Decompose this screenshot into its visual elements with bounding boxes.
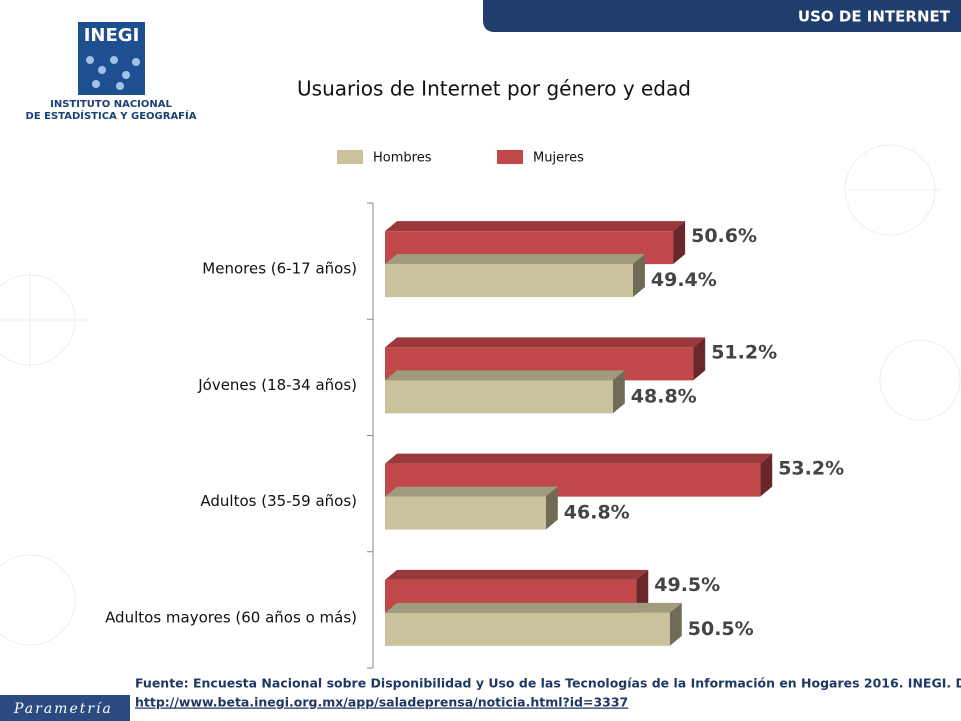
bar-top: [385, 370, 625, 381]
bar-side: [669, 602, 682, 646]
value-label: 50.6%: [691, 225, 757, 247]
bar: [385, 370, 625, 414]
bar-side: [636, 569, 649, 613]
bar-side: [632, 254, 645, 298]
legend-label: Hombres: [373, 151, 432, 166]
bar-side: [612, 370, 625, 414]
bar-side: [760, 453, 773, 497]
legend-swatch: [337, 150, 363, 164]
bar: [385, 602, 682, 646]
bar-side: [673, 221, 686, 265]
category-label: Jóvenes (18-34 años): [197, 376, 357, 394]
category-label: Menores (6-17 años): [202, 260, 357, 278]
source-text: Fuente: Encuesta Nacional sobre Disponib…: [135, 676, 961, 691]
logo-acronym: INEGI: [84, 25, 140, 46]
bar-top: [385, 221, 686, 232]
source-url[interactable]: http://www.beta.inegi.org.mx/app/saladep…: [135, 695, 628, 710]
bar-front: [385, 496, 546, 530]
bar-top: [385, 453, 773, 464]
value-label: 50.5%: [688, 618, 754, 640]
bar: [385, 486, 558, 530]
value-label: 48.8%: [631, 385, 697, 407]
bar-top: [385, 486, 558, 497]
legend-swatch: [497, 150, 523, 164]
category-label: Adultos mayores (60 años o más): [105, 608, 357, 626]
bar-top: [385, 254, 645, 265]
bar-front: [385, 380, 613, 414]
bar-front: [385, 264, 633, 298]
legend-label: Mujeres: [533, 151, 584, 166]
value-label: 49.4%: [651, 269, 717, 291]
watermark-decor: [0, 144, 961, 646]
bar-top: [385, 569, 649, 580]
logo-line: DE ESTADÍSTICA Y GEOGRAFÍA: [26, 109, 197, 122]
logo-dots: [86, 56, 140, 90]
value-label: 51.2%: [711, 341, 777, 363]
bar-front: [385, 612, 670, 646]
section-title: USO DE INTERNET: [798, 8, 951, 26]
bar-top: [385, 337, 706, 348]
value-label: 53.2%: [778, 458, 844, 480]
bar-side: [693, 337, 706, 381]
value-label: 49.5%: [654, 574, 720, 596]
footer-brand: Parametría: [13, 701, 113, 717]
footer-bar: [0, 695, 130, 721]
value-label: 46.8%: [564, 502, 630, 524]
header-bar: [483, 0, 961, 32]
logo-line: INSTITUTO NACIONAL: [50, 99, 172, 110]
bar: [385, 254, 645, 298]
chart-title: Usuarios de Internet por género y edad: [297, 77, 691, 101]
category-label: Adultos (35-59 años): [200, 492, 357, 510]
bar-side: [545, 486, 558, 530]
bar-top: [385, 602, 682, 613]
